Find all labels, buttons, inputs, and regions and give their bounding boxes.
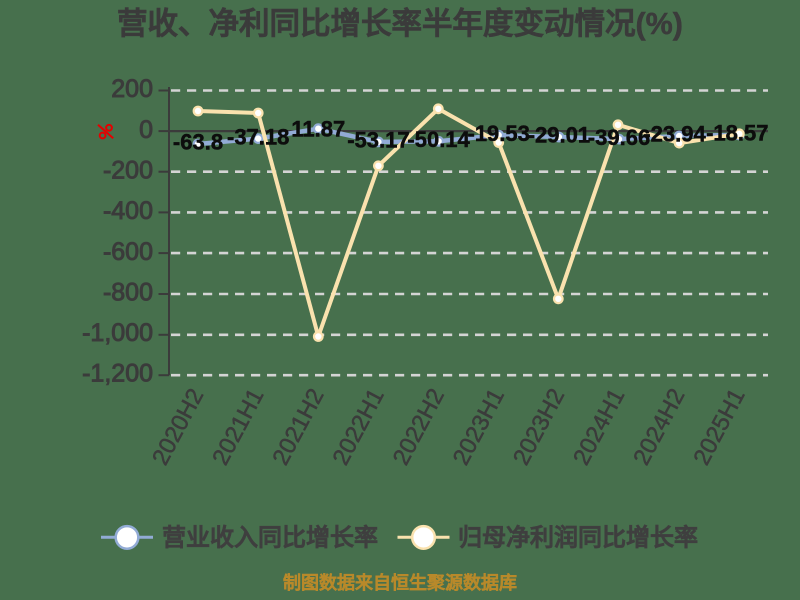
svg-text:11.87: 11.87 [291,117,345,142]
svg-text:0: 0 [139,116,153,144]
svg-text:-1,200: -1,200 [82,360,153,388]
svg-text:-600: -600 [103,238,153,266]
svg-text:-63.8: -63.8 [173,130,223,155]
svg-text:-37.18: -37.18 [227,124,289,149]
svg-text:归母净利润同比增长率: 归母净利润同比增长率 [458,524,698,552]
svg-text:-53.17: -53.17 [347,128,409,153]
svg-text:-18.57: -18.57 [706,121,768,146]
svg-text:200: 200 [111,75,153,103]
svg-text:营业收入同比增长率: 营业收入同比增长率 [162,524,378,552]
svg-text:-400: -400 [103,197,153,225]
svg-text:-1,000: -1,000 [82,319,153,347]
svg-text:-29.01: -29.01 [528,123,590,148]
svg-text:-39.66: -39.66 [588,125,650,150]
svg-text:-50.14: -50.14 [407,127,470,152]
svg-text:-23.94: -23.94 [643,122,706,147]
svg-text:制图数据来自恒生聚源数据库: 制图数据来自恒生聚源数据库 [283,572,517,593]
svg-text:-19.53: -19.53 [468,121,530,146]
svg-text:营收、净利同比增长率半年度变动情况(%): 营收、净利同比增长率半年度变动情况(%) [117,6,683,41]
svg-text:-200: -200 [103,157,153,185]
svg-text:-800: -800 [103,278,153,306]
